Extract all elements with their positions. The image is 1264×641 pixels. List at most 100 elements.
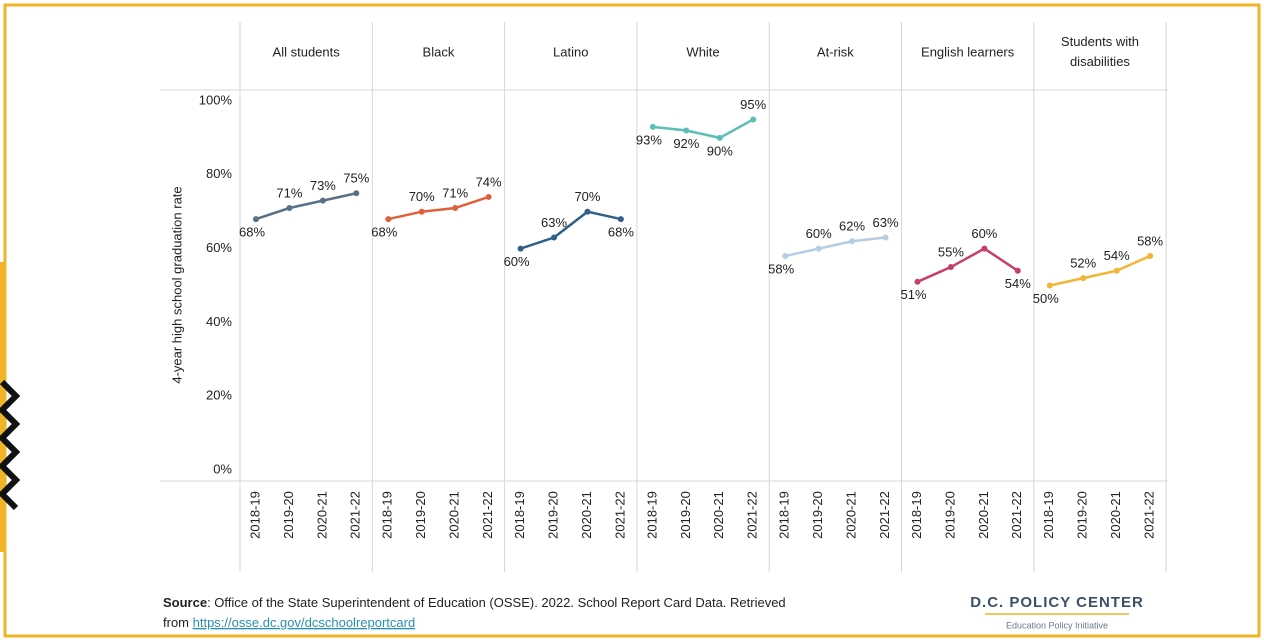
x-tick-label: 2018-19 bbox=[380, 491, 395, 539]
x-tick-label: 2020-21 bbox=[844, 491, 859, 539]
value-label: 54% bbox=[1104, 248, 1130, 263]
point bbox=[286, 205, 293, 212]
value-label: 75% bbox=[343, 171, 369, 186]
value-label: 70% bbox=[409, 189, 435, 204]
value-label: 60% bbox=[971, 226, 997, 241]
x-tick-label: 2019-20 bbox=[942, 491, 957, 539]
x-tick-label: 2020-21 bbox=[314, 491, 329, 539]
point bbox=[617, 216, 624, 223]
x-tick-label: 2019-20 bbox=[413, 491, 428, 539]
x-tick-label: 2018-19 bbox=[247, 491, 262, 539]
point bbox=[1113, 267, 1120, 274]
value-label: 51% bbox=[900, 287, 926, 302]
panel-title: All students bbox=[273, 44, 341, 59]
y-tick-label: 80% bbox=[206, 166, 232, 181]
point bbox=[716, 134, 723, 141]
panel-title: At-risk bbox=[817, 44, 854, 59]
line bbox=[520, 210, 622, 250]
point bbox=[683, 127, 690, 134]
line bbox=[784, 236, 886, 258]
value-label: 63% bbox=[872, 215, 898, 230]
line bbox=[388, 195, 489, 221]
point bbox=[1080, 275, 1087, 282]
source-label: Source bbox=[163, 595, 207, 610]
line bbox=[255, 192, 357, 221]
source: Source: Office of the State Superintende… bbox=[163, 595, 786, 610]
point bbox=[750, 116, 757, 123]
value-label: 62% bbox=[839, 219, 865, 234]
panel-title-line: disabilities bbox=[1070, 54, 1130, 69]
y-tick-label: 60% bbox=[206, 240, 232, 255]
value-label: 60% bbox=[504, 254, 530, 269]
value-label: 68% bbox=[608, 225, 634, 240]
x-tick-label: 2020-21 bbox=[976, 491, 991, 539]
point bbox=[649, 123, 656, 130]
zigzag bbox=[0, 379, 21, 511]
x-tick-label: 2021-22 bbox=[1142, 491, 1157, 539]
x-tick-label: 2019-20 bbox=[810, 491, 825, 539]
value-label: 60% bbox=[806, 226, 832, 241]
x-tick-label: 2020-21 bbox=[579, 491, 594, 539]
y-tick-label: 20% bbox=[206, 388, 232, 403]
x-tick-label: 2019-20 bbox=[281, 491, 296, 539]
source-from: from bbox=[163, 615, 189, 630]
y-tick-label: 40% bbox=[206, 314, 232, 329]
value-label: 63% bbox=[541, 215, 567, 230]
panel-title: Students with disabilities bbox=[1061, 34, 1139, 69]
point bbox=[1046, 282, 1053, 289]
point bbox=[551, 234, 558, 241]
x-tick-label: 2018-19 bbox=[512, 491, 527, 539]
value-label: 90% bbox=[707, 143, 733, 158]
value-label: 74% bbox=[476, 174, 502, 189]
value-label: 92% bbox=[673, 136, 699, 151]
point bbox=[1147, 252, 1154, 259]
line bbox=[1049, 254, 1151, 287]
point bbox=[882, 234, 889, 241]
line bbox=[916, 247, 1019, 283]
frame bbox=[3, 3, 1261, 638]
point bbox=[385, 216, 392, 223]
x-tick-label: 2019-20 bbox=[1075, 491, 1090, 539]
x-tick-label: 2018-19 bbox=[644, 491, 659, 539]
point bbox=[584, 208, 591, 215]
point bbox=[353, 190, 360, 197]
value-label: 68% bbox=[239, 225, 265, 240]
panel-title: English learners bbox=[921, 44, 1015, 59]
x-tick-label: 2020-21 bbox=[447, 491, 462, 539]
x-tick-label: 2018-19 bbox=[777, 491, 792, 539]
source-text: : Office of the State Superintendent of … bbox=[207, 595, 786, 610]
point bbox=[1014, 267, 1021, 274]
logo-subtitle: Education Policy Initiative bbox=[1006, 620, 1108, 630]
x-tick-label: 2021-22 bbox=[612, 491, 627, 539]
point bbox=[319, 197, 326, 204]
x-tick-label: 2019-20 bbox=[678, 491, 693, 539]
value-label: 50% bbox=[1033, 291, 1059, 306]
value-label: 58% bbox=[1137, 233, 1163, 248]
value-label: 55% bbox=[938, 244, 964, 259]
y-tick-label: 100% bbox=[199, 92, 233, 107]
point bbox=[947, 264, 954, 271]
point bbox=[418, 208, 425, 215]
value-label: 93% bbox=[636, 132, 662, 147]
panel-title: Latino bbox=[553, 44, 588, 59]
point bbox=[981, 245, 988, 252]
x-tick-label: 2019-20 bbox=[545, 491, 560, 539]
point bbox=[517, 245, 524, 252]
x-tick-label: 2021-22 bbox=[348, 491, 363, 539]
value-label: 52% bbox=[1070, 256, 1096, 271]
source-link[interactable]: https://osse.dc.gov/dcschoolreportcard bbox=[193, 615, 416, 630]
point bbox=[815, 245, 822, 252]
point bbox=[782, 252, 789, 259]
value-label: 54% bbox=[1005, 276, 1031, 291]
x-tick-label: 2020-21 bbox=[1108, 491, 1123, 539]
value-label: 95% bbox=[740, 97, 766, 112]
x-tick-label: 2018-19 bbox=[909, 491, 924, 539]
x-tick-label: 2021-22 bbox=[877, 491, 892, 539]
panel-title: Black bbox=[423, 44, 455, 59]
point bbox=[452, 205, 459, 212]
x-tick-label: 2021-22 bbox=[480, 491, 495, 539]
y-tick-label: 0% bbox=[213, 461, 232, 476]
y-axis-label: 4-year high school graduation rate bbox=[169, 186, 184, 383]
value-label: 73% bbox=[310, 178, 336, 193]
